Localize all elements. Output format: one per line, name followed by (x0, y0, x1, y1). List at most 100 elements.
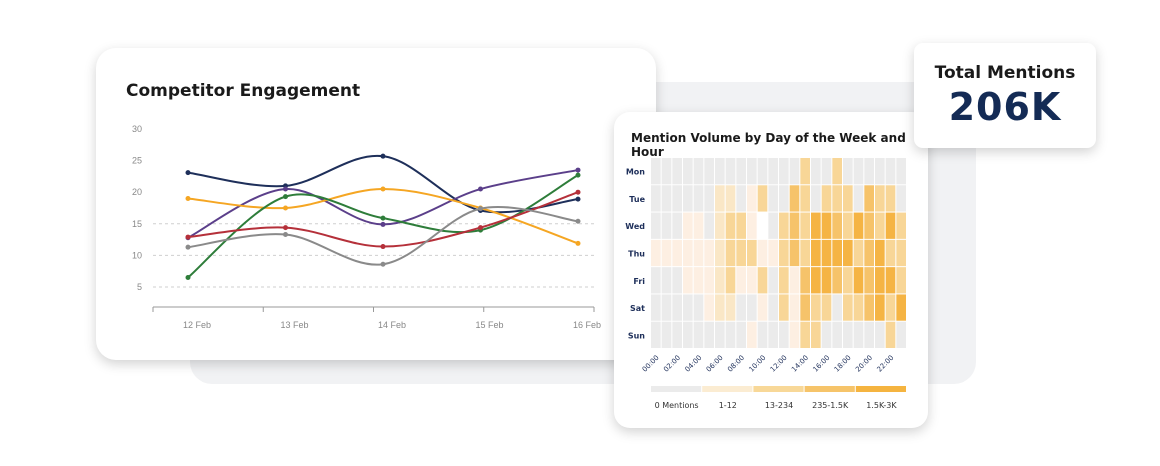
data-point (283, 194, 288, 200)
heatmap-cell (864, 321, 874, 348)
heatmap-cell (832, 294, 842, 321)
heatmap-cell (896, 158, 906, 185)
heatmap-cell (672, 185, 682, 212)
day-label: Thu (628, 250, 645, 259)
heatmap-cell (821, 239, 832, 267)
total-mentions-value: 206K (948, 85, 1062, 129)
heatmap-cell (789, 185, 800, 212)
heatmap-cell (779, 158, 789, 185)
heatmap-cell (704, 239, 714, 267)
heatmap-cell (736, 185, 746, 212)
heatmap-cell (885, 267, 896, 294)
heatmap-cell (821, 321, 832, 348)
heatmap-cell (885, 321, 896, 348)
data-point (380, 244, 386, 250)
data-point (185, 234, 191, 240)
heatmap-cell (885, 239, 896, 267)
heatmap-cell (789, 158, 800, 185)
heatmap-cell (715, 158, 725, 185)
heatmap-cell (821, 185, 832, 212)
heatmap-cell (779, 294, 789, 321)
line-chart-title: Competitor Engagement (126, 81, 361, 101)
data-point (575, 196, 581, 202)
heatmap-cell (725, 212, 736, 239)
legend-swatch (702, 386, 753, 392)
hour-label: 04:00 (683, 354, 703, 374)
y-tick-label: 30 (132, 124, 142, 134)
heatmap-cell (725, 321, 736, 348)
data-point (380, 215, 386, 221)
heatmap-cell (747, 239, 757, 267)
data-point (478, 206, 483, 212)
heatmap-cell (768, 212, 778, 239)
heatmap-cell (864, 239, 874, 267)
heatmap-cell (683, 212, 693, 239)
heatmap-cell (832, 239, 842, 267)
heatmap-cell (811, 185, 821, 212)
heatmap-cell (800, 321, 810, 348)
heatmap-title: Mention Volume by Day of the Week and Ho… (631, 131, 906, 159)
heatmap-cell (864, 185, 874, 212)
heatmap-cell (832, 321, 842, 348)
heatmap-cell (693, 267, 704, 294)
heatmap-cell (693, 239, 704, 267)
heatmap-cell (672, 294, 682, 321)
heatmap-cell (693, 158, 704, 185)
heatmap-cell (661, 321, 672, 348)
heatmap-cell (768, 294, 778, 321)
heatmap-cell (789, 267, 800, 294)
heatmap-cell (672, 212, 682, 239)
heatmap-cell (661, 158, 672, 185)
heatmap-cell (885, 294, 896, 321)
data-point (380, 261, 386, 267)
heatmap-cell (757, 185, 768, 212)
heatmap-cell (651, 267, 661, 294)
heatmap-cell (736, 267, 746, 294)
heatmap-cell (853, 267, 864, 294)
legend-swatch (804, 386, 855, 392)
heatmap-cell (811, 321, 821, 348)
heatmap-cell (651, 158, 661, 185)
legend-label: 1-12 (719, 401, 737, 410)
heatmap-cell (757, 239, 768, 267)
day-label: Sun (628, 331, 645, 340)
heatmap-cell (768, 321, 778, 348)
data-point (283, 232, 288, 238)
heatmap-cell (789, 212, 800, 239)
heatmap-cell (651, 185, 661, 212)
heatmap-cell (800, 185, 810, 212)
heatmap-cell (875, 212, 885, 239)
heatmap-cell (661, 185, 672, 212)
data-point (283, 205, 288, 211)
heatmap-cell (725, 158, 736, 185)
heatmap-cell (672, 267, 682, 294)
legend-swatch (753, 386, 804, 392)
heatmap-cell (693, 321, 704, 348)
x-tick-label: 12 Feb (183, 320, 211, 330)
heatmap-cell (704, 158, 714, 185)
heatmap-cell (725, 267, 736, 294)
heatmap-cell (693, 185, 704, 212)
heatmap-cell (757, 267, 768, 294)
heatmap-cell (896, 212, 906, 239)
heatmap-cell (853, 239, 864, 267)
heatmap-cell (747, 212, 757, 239)
hour-label: 16:00 (811, 354, 831, 374)
heatmap-cell (715, 294, 725, 321)
hour-label: 02:00 (662, 354, 682, 374)
heatmap-cell (875, 185, 885, 212)
heatmap-cell (811, 158, 821, 185)
heatmap-cell (768, 158, 778, 185)
total-mentions-card: Total Mentions 206K (914, 43, 1096, 148)
heatmap-cell (864, 267, 874, 294)
heatmap-cell (853, 321, 864, 348)
legend-label: 1.5K-3K (866, 401, 897, 410)
total-mentions-label: Total Mentions (934, 63, 1076, 83)
heatmap-cell (875, 267, 885, 294)
heatmap-cell (736, 321, 746, 348)
heatmap-cell (757, 321, 768, 348)
heatmap-cell (821, 212, 832, 239)
x-tick-label: 15 Feb (475, 320, 503, 330)
heatmap-cell (683, 185, 693, 212)
